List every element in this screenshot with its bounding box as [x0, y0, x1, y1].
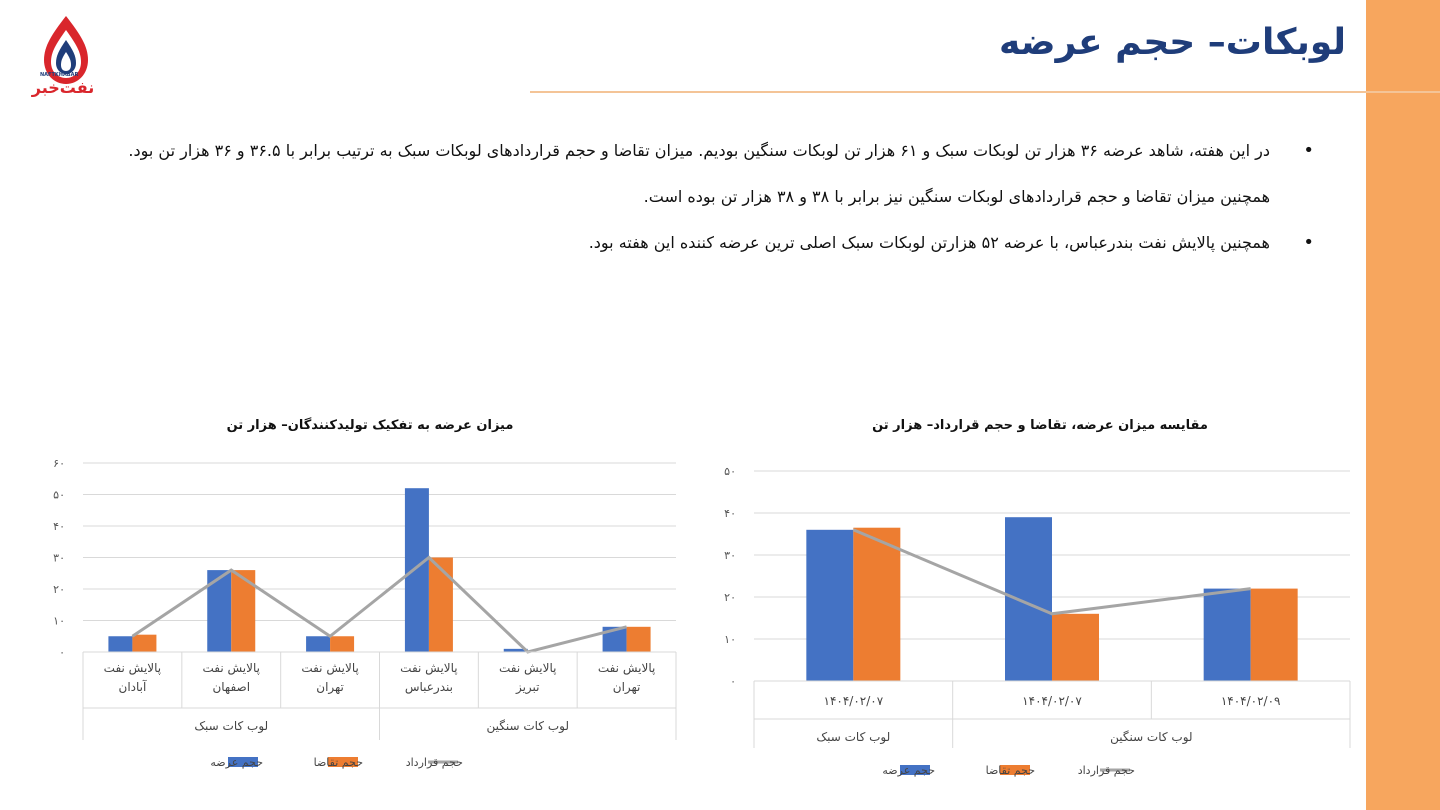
logo-text: نفت‌خبر — [31, 78, 95, 97]
title-divider — [530, 91, 1440, 93]
bar-demand — [1250, 588, 1298, 681]
line-contract — [131, 555, 627, 654]
y-tick-label: ۰ — [730, 675, 736, 688]
flame-logo-icon — [44, 16, 88, 84]
legend-contract-label: حجم قرارداد — [406, 756, 463, 769]
bar-supply — [1005, 517, 1052, 681]
legend-supply-swatch — [900, 765, 930, 775]
category-label: پالایش نفت تهران — [598, 661, 656, 695]
legend-supply-label: حجم عرضه — [210, 756, 263, 769]
bar-supply — [806, 529, 854, 681]
legend-supply-swatch — [228, 757, 258, 767]
category-label: پالایش نفت آبادان — [104, 661, 162, 694]
bullet-item: در این هفته، شاهد عرضه ۳۶ هزار تن لوبکات… — [122, 128, 1314, 220]
bar-demand — [853, 527, 901, 681]
category-label: پالایش نفت اصفهان — [203, 661, 261, 694]
group-label: لوب کات سنگین — [486, 719, 569, 734]
y-tick-label: ۴۰ — [724, 507, 736, 520]
bar-supply — [503, 648, 528, 652]
category-label: پالایش نفت تهران — [301, 661, 359, 695]
y-tick-label: ۶۰ — [53, 457, 65, 470]
bar-supply — [404, 488, 429, 652]
bullet-list: در این هفته، شاهد عرضه ۳۶ هزار تن لوبکات… — [122, 128, 1314, 266]
y-tick-label: ۲۰ — [53, 583, 65, 596]
category-label: پالایش نفت بندرعباس — [400, 661, 458, 695]
y-tick-label: ۵۰ — [53, 489, 65, 502]
logo-latin-text: NAFTKHABAR — [40, 72, 79, 78]
bar-supply — [306, 636, 331, 652]
y-tick-label: ۰ — [59, 646, 65, 659]
group-label: لوب کات سبک — [816, 730, 890, 745]
y-tick-label: ۲۰ — [724, 591, 736, 604]
category-label: ۱۴۰۴/۰۲/۰۷ — [824, 694, 884, 708]
y-tick-label: ۵۰ — [724, 465, 736, 478]
bar-supply — [108, 636, 133, 652]
line-contract — [852, 528, 1251, 616]
y-tick-label: ۳۰ — [53, 552, 65, 565]
bullet-item: همچنین پالایش نفت بندرعباس، با عرضه ۵۲ ه… — [122, 220, 1314, 266]
group-label: لوب کات سنگین — [1110, 730, 1193, 745]
bar-demand — [330, 636, 355, 652]
legend-contract-label: حجم قرارداد — [1078, 764, 1135, 777]
legend-demand-swatch — [1000, 765, 1030, 775]
y-tick-label: ۱۰ — [724, 633, 736, 646]
legend-supply-label: حجم عرضه — [882, 764, 935, 777]
bar-supply — [1203, 588, 1251, 681]
chart-title-producers: میزان عرضه به تفکیک تولیدکنندگان– هزار ت… — [226, 418, 514, 433]
group-label: لوب کات سبک — [194, 719, 268, 734]
bar-demand — [1052, 613, 1099, 681]
page-title: لوبکات– حجم عرضه — [998, 22, 1346, 63]
category-label: پالایش نفت تبریز — [499, 661, 557, 695]
y-tick-label: ۳۰ — [724, 549, 736, 562]
legend-demand-swatch — [328, 757, 358, 767]
producers-chart: ۰ ۱۰ ۲۰ ۳۰ ۴۰ ۵۰ ۶۰ پالایش نفت آبادان پالایش نفت ا… — [53, 457, 677, 769]
y-tick-label: ۱۰ — [53, 615, 65, 628]
category-label: ۱۴۰۴/۰۲/۰۹ — [1221, 694, 1281, 708]
chart-title-comparison: مقایسه میزان عرضه، تقاضا و حجم قرارداد– … — [872, 418, 1208, 433]
legend-demand-label: حجم تقاضا — [314, 756, 363, 769]
y-tick-label: ۴۰ — [53, 520, 65, 533]
legend-demand-label: حجم تقاضا — [986, 764, 1035, 777]
decorative-side-bar — [1366, 0, 1440, 810]
comparison-chart: ۰ ۱۰ ۲۰ ۳۰ ۴۰ ۵۰ ۱۴۰۴/۰۲/۰۷ ۱۴۰۴/۰۲/۰۷ ۱۴۰۴/۰۲/۰… — [724, 465, 1351, 777]
bar-demand — [132, 634, 157, 652]
category-label: ۱۴۰۴/۰۲/۰۷ — [1022, 694, 1082, 708]
bar-demand — [626, 626, 651, 652]
bar-demand — [428, 557, 453, 652]
